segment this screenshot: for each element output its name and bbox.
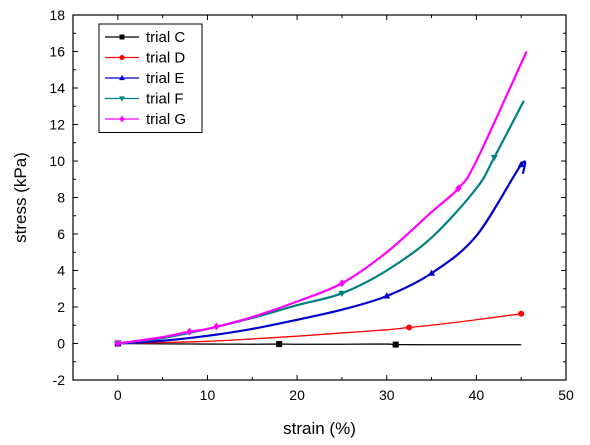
legend-entry: trial G <box>105 111 186 128</box>
x-tick-label: 50 <box>558 387 574 403</box>
series-point <box>338 290 346 298</box>
series-point <box>517 160 525 168</box>
series-point <box>490 154 498 162</box>
legend-marker <box>119 74 125 81</box>
y-tick-label: 12 <box>49 117 65 133</box>
x-tick-label: 10 <box>200 387 216 403</box>
x-tick-label: 30 <box>379 387 395 403</box>
series-point <box>383 292 391 299</box>
plot-area <box>114 51 528 348</box>
series-trial-E <box>114 160 527 346</box>
series-point <box>428 269 436 276</box>
legend: trial C trial D trial E trial F trial G <box>98 23 203 133</box>
legend-label: trial F <box>146 91 184 108</box>
y-tick-label: 10 <box>49 153 65 169</box>
y-tick-label: 6 <box>57 226 65 242</box>
legend-marker <box>119 55 125 60</box>
series-point <box>455 184 462 193</box>
series-point <box>338 279 345 288</box>
x-tick-label: 0 <box>114 387 122 403</box>
series-line <box>117 342 522 346</box>
y-tick-label: -2 <box>53 372 66 388</box>
legend-entry: trial F <box>105 91 184 108</box>
y-tick-label: 8 <box>57 190 65 206</box>
series-point <box>518 310 525 317</box>
series-point <box>186 327 193 336</box>
series-trial-G <box>114 51 528 348</box>
series-point <box>114 339 121 348</box>
series-point <box>392 341 399 348</box>
y-tick-label: 16 <box>49 44 65 60</box>
series-line <box>117 313 522 345</box>
series-point <box>276 341 283 348</box>
legend-entry: trial D <box>105 50 185 67</box>
x-axis-title: strain (%) <box>283 419 356 438</box>
y-tick-label: 4 <box>57 263 65 279</box>
series-trial-F <box>114 100 525 348</box>
axes: 0 10 20 30 40 50 -2 0 2 4 6 8 10 12 14 16 18 <box>49 7 574 403</box>
series-trial-C <box>114 340 522 348</box>
legend-entry: trial E <box>105 70 184 87</box>
y-tick-label: 14 <box>49 80 65 96</box>
series-point <box>406 324 413 331</box>
legend-label: trial C <box>146 29 185 46</box>
x-tick-label: 20 <box>289 387 305 403</box>
y-tick-label: 0 <box>57 336 65 352</box>
legend-label: trial E <box>146 70 184 87</box>
legend-marker <box>119 34 125 40</box>
y-tick-label: 2 <box>57 299 65 315</box>
series-line <box>117 160 527 345</box>
x-tick-label: 40 <box>469 387 485 403</box>
y-axis-title: stress (kPa) <box>11 152 30 243</box>
legend-marker <box>119 96 125 102</box>
series-line <box>117 100 525 345</box>
series-point <box>213 322 220 331</box>
legend-label: trial G <box>146 111 186 128</box>
legend-label: trial D <box>146 50 185 67</box>
legend-entry: trial C <box>105 29 185 46</box>
legend-marker <box>119 115 125 123</box>
y-tick-label: 18 <box>49 7 65 23</box>
